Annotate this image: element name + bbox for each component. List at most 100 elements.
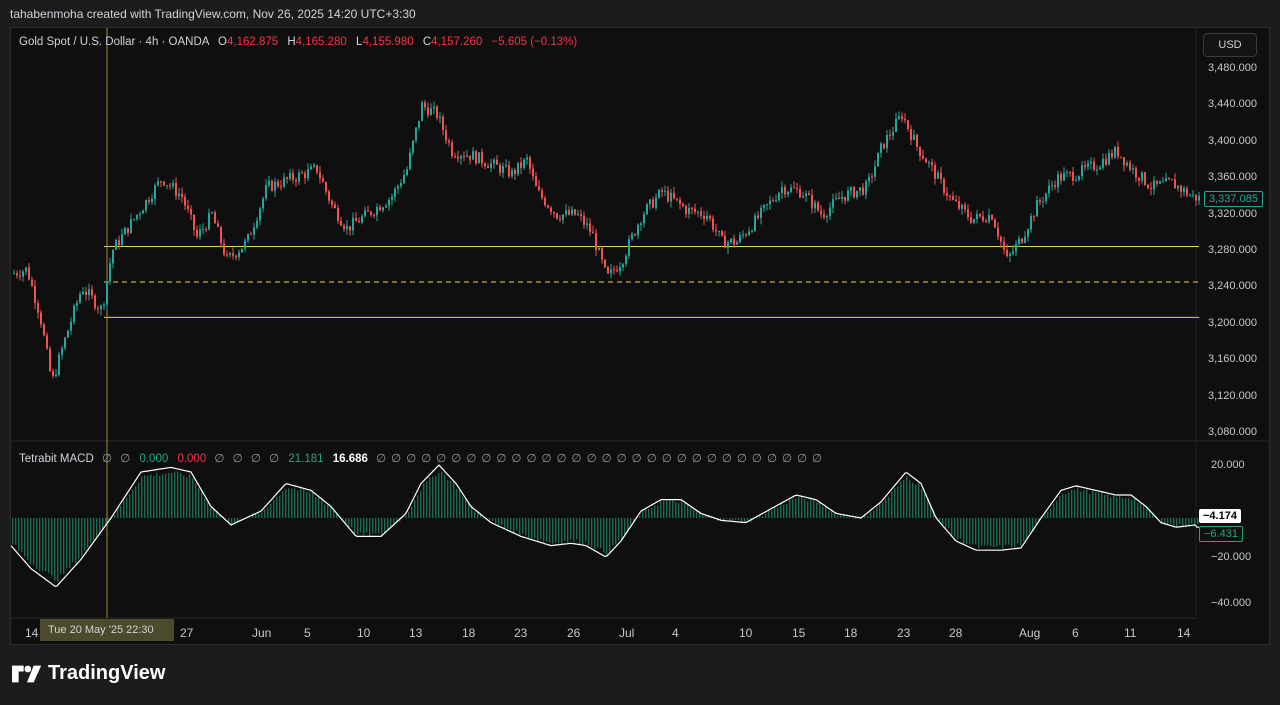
candle-body xyxy=(631,233,633,240)
macd-histogram-bar xyxy=(66,518,68,569)
macd-histogram-bar xyxy=(684,501,686,518)
candle-body xyxy=(1150,188,1152,190)
candle-body xyxy=(847,190,849,201)
macd-histogram-bar xyxy=(447,480,449,518)
candle-body xyxy=(478,152,480,164)
macd-histogram-bar xyxy=(900,481,902,518)
macd-empty-value: ∅ xyxy=(812,453,823,465)
candle-body xyxy=(676,198,678,200)
candle-body xyxy=(130,219,132,234)
candle-body xyxy=(118,240,120,246)
macd-histogram-bar xyxy=(186,477,188,518)
macd-histogram-bar xyxy=(696,510,698,518)
macd-histogram-bar xyxy=(351,518,353,528)
candle-body xyxy=(31,279,33,286)
candle-body xyxy=(280,186,282,188)
macd-histogram-bar xyxy=(930,504,932,518)
candle-body xyxy=(274,181,276,191)
macd-histogram-bar xyxy=(1098,492,1100,518)
macd-histogram-bar xyxy=(660,501,662,518)
macd-histogram-bar xyxy=(741,518,743,524)
macd-histogram-bar xyxy=(180,472,182,518)
macd-histogram-bar xyxy=(843,514,845,518)
macd-histogram-bar xyxy=(873,510,875,518)
candle-body xyxy=(853,187,855,198)
macd-empty-value: ∅ xyxy=(232,453,243,465)
macd-histogram-bar xyxy=(474,511,476,518)
macd-histogram-bar xyxy=(804,499,806,518)
symbol-name[interactable]: Gold Spot / U.S. Dollar · 4h · OANDA xyxy=(19,36,209,48)
macd-empty-value: ∅ xyxy=(721,453,732,465)
candle-body xyxy=(1159,181,1161,184)
candle-body xyxy=(454,156,456,158)
macd-histogram-bar xyxy=(435,476,437,518)
macd-histogram-bar xyxy=(558,518,560,544)
macd-histogram-bar xyxy=(27,518,29,561)
macd-empty-value: ∅ xyxy=(556,453,567,465)
macd-histogram-bar xyxy=(621,518,623,540)
candle-body xyxy=(994,219,996,228)
tradingview-logo[interactable]: TradingView xyxy=(12,662,165,685)
macd-empty-value: ∅ xyxy=(406,453,417,465)
macd-histogram-bar xyxy=(81,518,83,557)
macd-histogram-bar xyxy=(87,518,89,548)
candle-body xyxy=(376,206,378,216)
candle-body xyxy=(802,196,804,198)
macd-histogram-bar xyxy=(69,518,71,568)
macd-histogram-bar xyxy=(267,507,269,518)
macd-histogram-bar xyxy=(513,518,515,534)
macd-histogram-bar xyxy=(291,488,293,518)
macd-histogram-bar xyxy=(987,518,989,546)
macd-histogram-bar xyxy=(1122,498,1124,518)
macd-histogram-bar xyxy=(387,518,389,530)
macd-histogram-bar xyxy=(645,507,647,518)
macd-histogram-bar xyxy=(1005,518,1007,545)
time-axis-label: 26 xyxy=(567,626,581,640)
macd-histogram-bar xyxy=(642,509,644,518)
macd-histogram-bar xyxy=(153,476,155,518)
macd-histogram-bar xyxy=(633,518,635,523)
candle-body xyxy=(922,155,924,159)
chart-frame[interactable]: Gold Spot / U.S. Dollar · 4h · OANDA O4,… xyxy=(10,27,1270,645)
candle-body xyxy=(619,267,621,272)
candle-body xyxy=(379,206,381,211)
macd-histogram-bar xyxy=(366,518,368,533)
candle-body xyxy=(1141,172,1143,181)
macd-histogram-bar xyxy=(777,507,779,518)
macd-histogram-bar xyxy=(429,477,431,518)
candle-body xyxy=(769,200,771,205)
candle-body xyxy=(535,175,537,187)
candle-body xyxy=(1114,146,1116,158)
candle-body xyxy=(766,204,768,206)
macd-histogram-bar xyxy=(1020,518,1022,546)
candle-body xyxy=(1057,174,1059,188)
candle-body xyxy=(664,190,666,192)
macd-histogram-bar xyxy=(600,518,602,548)
macd-histogram-bar xyxy=(765,513,767,518)
candle-body xyxy=(1018,238,1020,244)
macd-title[interactable]: Tetrabit MACD xyxy=(19,453,94,465)
candle-body xyxy=(835,197,837,200)
macd-empty-value: ∅ xyxy=(391,453,402,465)
candle-body xyxy=(88,289,90,295)
macd-axis-label: −20.000 xyxy=(1211,551,1252,563)
macd-histogram-bar xyxy=(738,518,740,521)
candle-body xyxy=(313,165,315,167)
candle-body xyxy=(706,215,708,220)
candle-body xyxy=(190,209,192,215)
candle-body xyxy=(1036,199,1038,217)
macd-histogram-bar xyxy=(111,518,113,520)
currency-button[interactable]: USD xyxy=(1203,33,1257,57)
macd-histogram-bar xyxy=(258,513,260,518)
price-chart[interactable] xyxy=(11,28,1270,645)
candle-body xyxy=(499,164,501,173)
candle-body xyxy=(181,193,183,197)
candle-body xyxy=(436,106,438,118)
macd-histogram-bar xyxy=(972,518,974,545)
candle-body xyxy=(829,207,831,217)
candle-body xyxy=(340,220,342,226)
candle-body xyxy=(391,196,393,200)
candle-body xyxy=(742,234,744,236)
candle-body xyxy=(1120,156,1122,158)
macd-histogram-bar xyxy=(903,479,905,518)
